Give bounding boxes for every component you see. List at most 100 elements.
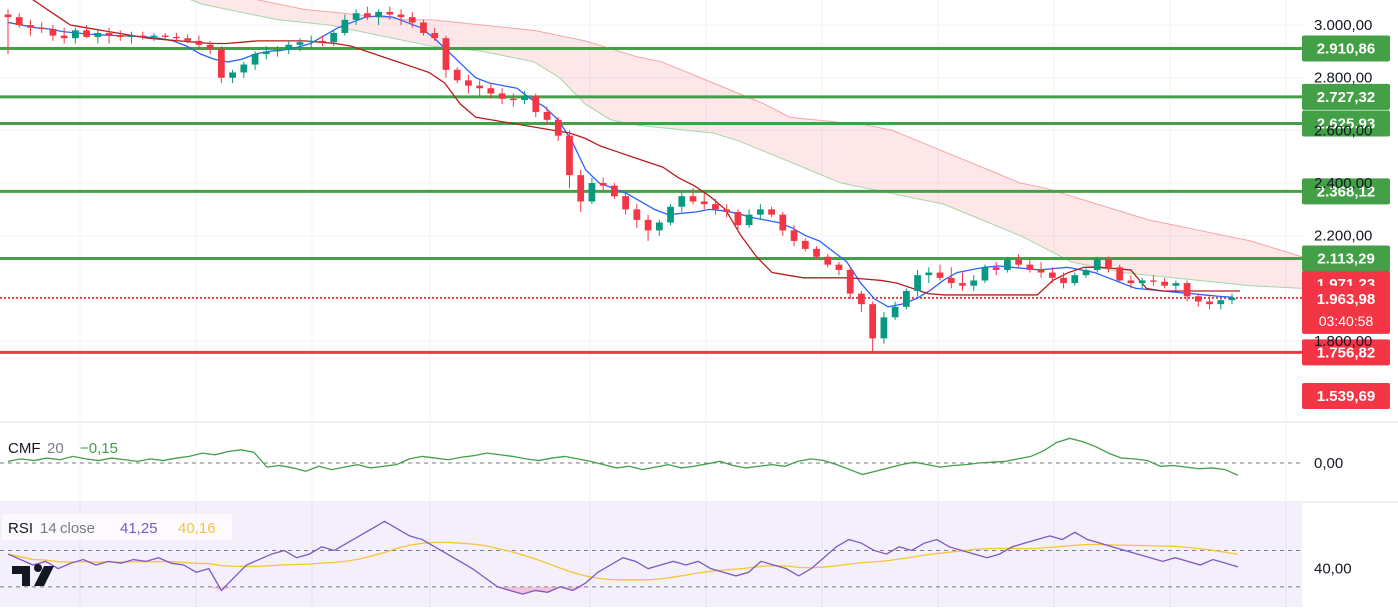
candle[interactable] [229, 69, 236, 83]
candle[interactable] [352, 9, 360, 26]
candle[interactable] [1048, 267, 1056, 284]
current-price-pill[interactable]: 1.963,98 03:40:58 [1302, 285, 1390, 334]
candle[interactable] [161, 32, 169, 40]
candle[interactable] [936, 264, 944, 281]
price-level-pill[interactable]: 2.625,93 [1302, 110, 1390, 137]
candle[interactable] [442, 35, 450, 78]
candle[interactable] [902, 288, 910, 310]
candle[interactable] [341, 14, 349, 36]
candle[interactable] [1172, 280, 1180, 291]
candle[interactable] [1217, 298, 1225, 310]
support-resistance-lines[interactable]: 2.910,86 2.727,32 2.625,93 2.368,12 2.113,29… [0, 35, 1390, 409]
candle[interactable] [1228, 293, 1236, 305]
candle[interactable] [667, 204, 674, 226]
candle[interactable] [970, 275, 978, 291]
candle[interactable] [1071, 272, 1079, 286]
candle[interactable] [1105, 256, 1112, 273]
candle[interactable] [723, 204, 731, 218]
candle[interactable] [655, 219, 663, 236]
candle[interactable] [150, 32, 158, 41]
candle[interactable] [1116, 264, 1124, 284]
candle[interactable] [509, 93, 517, 107]
candle[interactable] [700, 193, 708, 210]
candle[interactable] [375, 9, 382, 26]
candle[interactable] [959, 272, 966, 291]
candle[interactable] [1127, 275, 1135, 289]
candle[interactable] [38, 22, 46, 33]
candle[interactable] [476, 80, 484, 97]
candle[interactable] [734, 209, 742, 231]
candle[interactable] [633, 204, 641, 228]
candle[interactable] [599, 177, 607, 191]
candle[interactable] [756, 204, 764, 220]
candle[interactable] [644, 214, 652, 241]
candle[interactable] [622, 193, 629, 215]
candle[interactable] [173, 32, 180, 43]
candle[interactable] [790, 225, 798, 247]
candle[interactable] [712, 198, 719, 215]
tradingview-logo[interactable] [12, 564, 54, 586]
candle[interactable] [251, 51, 259, 70]
candle[interactable] [498, 88, 506, 105]
candle[interactable] [532, 93, 540, 118]
candle[interactable] [285, 40, 293, 55]
candle[interactable] [813, 246, 820, 260]
candle[interactable] [94, 30, 102, 44]
candle[interactable] [1150, 275, 1157, 286]
candle[interactable] [554, 117, 562, 141]
candle[interactable] [981, 264, 989, 284]
candle[interactable] [914, 269, 921, 297]
candle[interactable] [105, 27, 113, 44]
candle[interactable] [453, 67, 461, 83]
candle[interactable] [330, 30, 338, 47]
candlesticks[interactable] [4, 6, 1236, 352]
candle[interactable] [217, 46, 225, 83]
candle[interactable] [184, 34, 192, 44]
candle[interactable] [869, 301, 877, 352]
candle[interactable] [1194, 293, 1202, 307]
candle[interactable] [1206, 296, 1213, 310]
candle[interactable] [1015, 254, 1023, 268]
rsi-legend[interactable]: RSI 14 close 41,25 40,16 [2, 514, 232, 540]
candle[interactable] [611, 183, 618, 199]
candle[interactable] [72, 27, 79, 44]
candle[interactable] [588, 177, 596, 205]
candle[interactable] [397, 9, 405, 26]
candle[interactable] [487, 82, 495, 99]
candle[interactable] [835, 262, 843, 276]
candle[interactable] [296, 38, 304, 52]
candle[interactable] [128, 31, 135, 44]
candle[interactable] [1183, 280, 1191, 302]
price-level-pill[interactable]: 2.113,29 [1302, 245, 1390, 272]
candle[interactable] [566, 130, 573, 189]
candle[interactable] [1037, 262, 1045, 278]
candle[interactable] [768, 206, 775, 218]
price-level-pill[interactable]: 2.727,32 [1302, 83, 1390, 110]
candle[interactable] [824, 254, 832, 268]
rsi-pane[interactable]: RSI 14 close 41,25 40,16 40,00 [0, 503, 1352, 607]
candle[interactable] [1060, 272, 1067, 289]
candle[interactable] [49, 25, 57, 41]
candle[interactable] [891, 301, 899, 320]
candle[interactable] [779, 212, 787, 236]
candle[interactable] [15, 13, 23, 28]
candle[interactable] [678, 190, 686, 212]
candle[interactable] [274, 46, 281, 57]
candle[interactable] [689, 188, 697, 205]
candle[interactable] [408, 11, 416, 28]
candle[interactable] [880, 312, 888, 344]
cmf-legend[interactable]: CMF 20 −0,15 [8, 440, 118, 457]
price-level-pill[interactable]: 2.368,12 [1302, 178, 1390, 205]
candle[interactable] [262, 46, 270, 60]
candle[interactable] [1026, 259, 1034, 273]
candle[interactable] [27, 19, 34, 36]
candle[interactable] [745, 209, 753, 228]
candle[interactable] [195, 35, 203, 49]
candle[interactable] [543, 106, 551, 126]
candle[interactable] [307, 35, 315, 49]
candle[interactable] [577, 169, 585, 212]
candle[interactable] [992, 262, 1000, 276]
candle[interactable] [947, 267, 955, 289]
candle[interactable] [1138, 277, 1146, 289]
